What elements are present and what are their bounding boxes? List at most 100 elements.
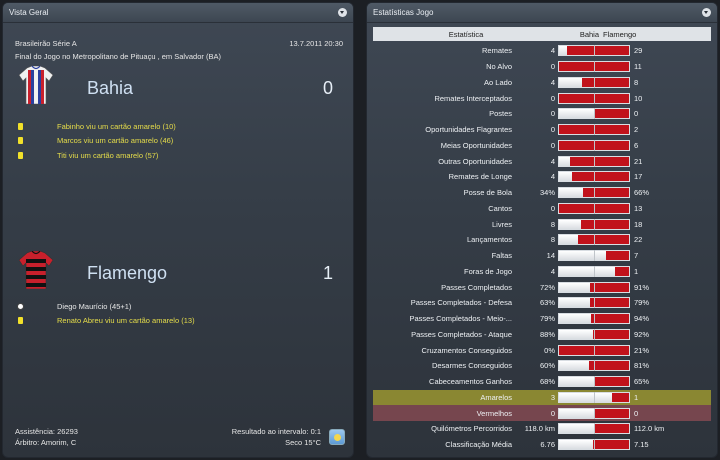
stat-bar-midline (594, 297, 595, 309)
stat-home-fill (559, 109, 594, 119)
stat-bar-midline (594, 407, 595, 419)
stat-label: Passes Completados (441, 282, 512, 292)
event-item: Titi viu um cartão amarelo (57) (15, 148, 343, 163)
stat-bar-midline (594, 313, 595, 325)
competition-name[interactable]: Brasileirão Série A (15, 39, 77, 48)
stat-label: Quilómetros Percorridos (431, 424, 512, 434)
collapse-icon[interactable] (702, 8, 711, 17)
stat-comparison-bar (558, 76, 630, 88)
column-header-statistic[interactable]: Estatística (448, 29, 484, 39)
stat-bar-midline (594, 218, 595, 230)
stat-home-value: 72% (539, 282, 555, 292)
yellow-card-icon (18, 317, 23, 325)
event-item: Renato Abreu viu um cartão amarelo (13) (15, 314, 343, 329)
event-text[interactable]: Marcos viu um cartão amarelo (46) (57, 136, 174, 146)
stat-row: Posse de Bola 34% 66% (373, 185, 711, 201)
event-text[interactable]: Diego Maurício (45+1) (57, 301, 132, 311)
stat-home-fill (559, 314, 592, 324)
stat-label: Cabeceamentos Ganhos (429, 377, 512, 387)
stat-home-value: 0% (544, 345, 555, 355)
stat-home-fill (559, 235, 578, 245)
stat-home-value: 8 (550, 235, 555, 245)
away-team-score: 1 (322, 263, 333, 283)
stat-label: Remates Interceptados (434, 93, 512, 103)
event-text[interactable]: Renato Abreu viu um cartão amarelo (13) (57, 316, 195, 326)
stat-label: Amarelos (480, 392, 512, 402)
referee[interactable]: Árbitro: Amorim, C (15, 438, 77, 447)
stat-away-value: 17 (634, 172, 643, 182)
stat-home-fill (559, 251, 606, 261)
stat-row: Oportunidades Flagrantes 0 2 (373, 122, 711, 138)
event-text[interactable]: Titi viu um cartão amarelo (57) (57, 150, 159, 160)
stat-row: Vermelhos 0 0 (373, 405, 711, 421)
stat-row: Passes Completados 72% 91% (373, 279, 711, 295)
stat-row: Foras de Jogo 4 1 (373, 264, 711, 280)
stat-bar-midline (594, 423, 595, 435)
away-team-name[interactable]: Flamengo (87, 263, 168, 283)
stat-comparison-bar (558, 313, 630, 325)
away-events: Diego Maurício (45+1) Renato Abreu viu u… (15, 299, 343, 328)
event-text[interactable]: Fabinho viu um cartão amarelo (10) (57, 121, 176, 131)
stat-comparison-bar (558, 376, 630, 388)
stat-row: Postes 0 0 (373, 106, 711, 122)
stat-comparison-bar (558, 423, 630, 435)
stat-bar-midline (594, 391, 595, 403)
stat-away-value: 66% (634, 188, 650, 198)
stat-row: Passes Completados - Meio-... 79% 94% (373, 311, 711, 327)
stat-comparison-bar (558, 407, 630, 419)
stat-home-fill (559, 392, 612, 402)
stat-row: Passes Completados - Defesa 63% 79% (373, 295, 711, 311)
stat-home-fill (559, 282, 590, 292)
stat-label: Foras de Jogo (464, 266, 512, 276)
home-events: Fabinho viu um cartão amarelo (10) Marco… (15, 119, 343, 163)
weather-text: Seco 15°C (285, 438, 321, 447)
stat-away-value: 22 (634, 235, 643, 245)
stat-home-value: 3 (550, 392, 555, 402)
stat-away-value: 21 (634, 156, 643, 166)
stat-away-value: 8 (634, 77, 639, 87)
home-team-name[interactable]: Bahia (87, 78, 134, 98)
panel-header: Estatísticas Jogo (367, 3, 717, 23)
stat-row: Livres 8 18 (373, 216, 711, 232)
stat-away-value: 6 (634, 140, 639, 150)
collapse-icon[interactable] (338, 8, 347, 17)
stat-bar-midline (594, 376, 595, 388)
stat-bar-midline (594, 360, 595, 372)
stat-home-fill (559, 377, 595, 387)
yellow-card-icon (18, 137, 23, 145)
stat-away-value: 29 (634, 46, 643, 56)
stat-home-value: 0 (550, 203, 555, 213)
stat-bar-midline (594, 250, 595, 262)
stat-comparison-bar (558, 61, 630, 73)
halftime-result: Resultado ao intervalo: 0:1 (231, 427, 321, 436)
stat-label: Cruzamentos Conseguidos (421, 345, 512, 355)
attendance: Assistência: 26293 (15, 427, 78, 436)
stat-away-value: 0 (634, 408, 639, 418)
stat-bar-midline (594, 171, 595, 183)
stat-away-value: 10 (634, 93, 643, 103)
event-item: Diego Maurício (45+1) (15, 299, 343, 314)
stat-row: Quilómetros Percorridos 118.0 km 112.0 km (373, 421, 711, 437)
stat-home-value: 118.0 km (524, 424, 555, 434)
column-header-home[interactable]: Bahia (579, 29, 599, 39)
yellow-card-icon (18, 122, 23, 130)
stat-row: Desarmes Conseguidos 60% 81% (373, 358, 711, 374)
stat-row: Passes Completados - Ataque 88% 92% (373, 327, 711, 343)
column-header-away[interactable]: Flamengo (603, 29, 637, 39)
stat-home-fill (559, 408, 594, 418)
stat-away-value: 21% (634, 345, 650, 355)
home-team-score: 0 (322, 78, 333, 98)
stat-comparison-bar (558, 344, 630, 356)
yellow-card-icon (18, 151, 23, 159)
stat-home-value: 34% (539, 188, 555, 198)
stat-bar-midline (594, 92, 595, 104)
stat-home-value: 79% (539, 314, 555, 324)
stat-bar-midline (594, 265, 595, 277)
event-item: Fabinho viu um cartão amarelo (10) (15, 119, 343, 134)
stat-label: Faltas (491, 251, 512, 261)
stat-label: Desarmes Conseguidos (431, 361, 512, 371)
stat-bar-midline (594, 281, 595, 293)
stat-bar-midline (594, 155, 595, 167)
stat-bar-midline (594, 124, 595, 136)
stat-label: Classificação Média (445, 440, 512, 450)
